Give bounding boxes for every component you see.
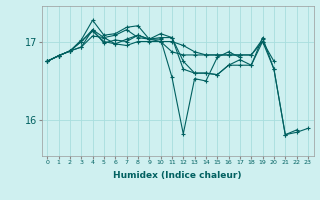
- X-axis label: Humidex (Indice chaleur): Humidex (Indice chaleur): [113, 171, 242, 180]
